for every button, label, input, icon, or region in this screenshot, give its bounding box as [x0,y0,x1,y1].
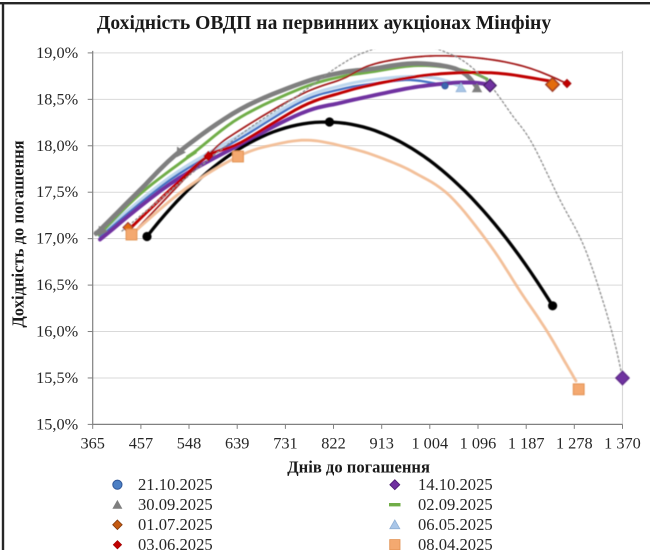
svg-text:16,5%: 16,5% [36,275,78,294]
svg-text:Дохідність до погашення: Дохідність до погашення [9,140,28,327]
svg-text:457: 457 [129,434,153,453]
svg-text:15,0%: 15,0% [36,414,78,433]
svg-text:639: 639 [225,434,249,453]
svg-text:03.06.2025: 03.06.2025 [138,535,213,550]
svg-text:913: 913 [369,434,393,453]
svg-text:Дохідність ОВДП на первинних а: Дохідність ОВДП на первинних аукціонах М… [97,13,551,34]
svg-text:Днів до погашення: Днів до погашення [287,458,430,477]
svg-text:08.04.2025: 08.04.2025 [418,535,493,550]
svg-text:1 370: 1 370 [604,434,641,453]
svg-text:19,0%: 19,0% [36,43,78,62]
svg-text:18,0%: 18,0% [36,136,78,155]
svg-text:822: 822 [321,434,345,453]
svg-text:02.09.2025: 02.09.2025 [418,495,493,514]
svg-text:16,0%: 16,0% [36,322,78,341]
svg-text:365: 365 [80,434,104,453]
svg-text:1 278: 1 278 [556,434,593,453]
svg-text:1 004: 1 004 [411,434,448,453]
svg-text:548: 548 [177,434,201,453]
svg-text:01.07.2025: 01.07.2025 [138,515,213,534]
svg-text:14.10.2025: 14.10.2025 [418,475,493,494]
svg-text:30.09.2025: 30.09.2025 [138,495,213,514]
svg-text:06.05.2025: 06.05.2025 [418,515,493,534]
svg-text:1 187: 1 187 [508,434,545,453]
svg-text:21.10.2025: 21.10.2025 [138,475,213,494]
svg-text:18,5%: 18,5% [36,89,78,108]
svg-text:731: 731 [273,434,297,453]
svg-text:1 096: 1 096 [460,434,497,453]
svg-text:17,0%: 17,0% [36,229,78,248]
svg-text:17,5%: 17,5% [36,182,78,201]
svg-text:15,5%: 15,5% [36,368,78,387]
